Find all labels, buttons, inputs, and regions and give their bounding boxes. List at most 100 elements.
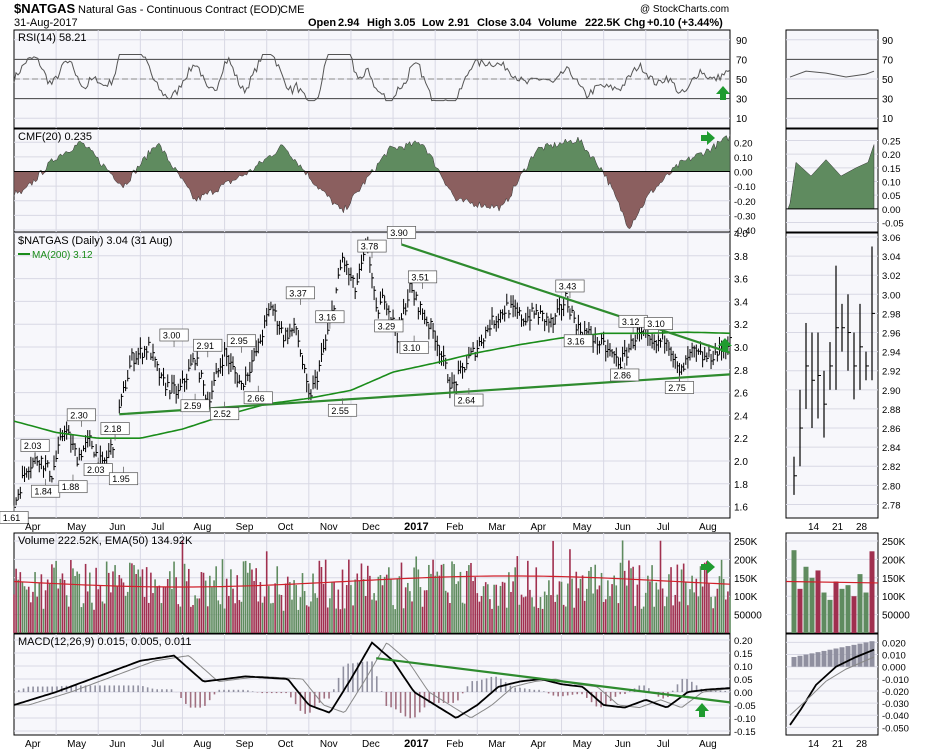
- volume-bar: [72, 568, 74, 633]
- price-tick-label: 2.4: [734, 411, 748, 422]
- macd-histogram-bar: [514, 687, 516, 692]
- volume-tick-label: 250K: [734, 537, 758, 548]
- low-value: 2.91: [448, 17, 469, 29]
- annotation-box: [58, 480, 88, 494]
- volume-bar: [402, 608, 405, 633]
- volume-bar: [632, 566, 634, 633]
- zoom-rsi-tick-label: 10: [882, 114, 894, 125]
- price-x-label: May: [573, 522, 592, 533]
- volume-bar: [518, 604, 521, 633]
- volume-bar: [59, 578, 62, 633]
- volume-value: 222.5K: [585, 17, 621, 29]
- volume-bar: [575, 571, 578, 633]
- volume-bar: [44, 590, 47, 633]
- close-value: 3.04: [510, 17, 532, 29]
- volume-bar: [291, 599, 293, 633]
- annotation-box: [243, 391, 273, 405]
- macd-histogram-bar: [423, 692, 426, 708]
- volume-bar: [451, 561, 453, 633]
- macd-histogram-bar: [457, 692, 459, 701]
- macd-x-label: Jun: [109, 739, 125, 750]
- volume-bar: [150, 572, 152, 633]
- annotation-box: [643, 317, 673, 330]
- volume-bar: [196, 598, 199, 633]
- macd-histogram-bar: [27, 686, 30, 692]
- volume-bar: [297, 609, 300, 633]
- zoom-panel-macd: [785, 633, 879, 736]
- volume-bar: [398, 576, 401, 633]
- volume-bar: [680, 569, 683, 633]
- volume-bar: [86, 591, 89, 633]
- macd-histogram-bar: [643, 685, 645, 692]
- zoom-price-tick-label: 2.82: [882, 462, 901, 473]
- volume-bar: [97, 589, 100, 633]
- macd-histogram-bar: [70, 685, 73, 692]
- price-annotation: 2.18: [104, 424, 122, 434]
- volume-bar: [385, 574, 388, 633]
- volume-bar: [42, 608, 45, 633]
- volume-bar: [169, 571, 171, 633]
- zoom-macd-histogram: [809, 653, 815, 667]
- volume-bar: [133, 565, 135, 633]
- macd-x-label: 2017: [404, 738, 428, 750]
- annotation-box: [664, 381, 695, 394]
- volume-bar: [364, 596, 367, 633]
- chg-value: +0.10 (+3.44%): [647, 17, 723, 29]
- zoom-volume-bar: [857, 574, 863, 633]
- volume-label: Volume: [538, 17, 577, 29]
- macd-histogram-bar: [356, 662, 359, 692]
- price-tick-label: 1.6: [734, 503, 748, 514]
- volume-bar: [341, 569, 344, 633]
- macd-histogram-bar: [566, 692, 569, 696]
- macd-histogram-bar: [46, 686, 49, 692]
- price-x-label: Jun: [615, 522, 631, 533]
- macd-histogram-bar: [156, 689, 158, 692]
- volume-bar: [676, 564, 679, 633]
- volume-bar: [562, 604, 565, 633]
- price-tick-label: 3.4: [734, 297, 748, 308]
- volume-bar: [388, 567, 390, 633]
- volume-bar: [322, 583, 325, 633]
- zoom-price-tick-label: 2.86: [882, 424, 901, 435]
- macd-tick-label: -0.15: [734, 727, 756, 738]
- annotation-box: [357, 239, 387, 253]
- volume-bar: [27, 586, 30, 633]
- zoom-macd-signal: [789, 656, 875, 716]
- volume-bar: [718, 576, 721, 633]
- volume-bar: [249, 563, 251, 633]
- volume-bar: [131, 563, 133, 633]
- volume-bar: [550, 595, 552, 633]
- rsi-tick-label: 30: [736, 95, 748, 106]
- volume-bar: [246, 572, 249, 633]
- zoom-vol-tick-label: 50000: [882, 611, 910, 622]
- volume-bar: [259, 581, 262, 633]
- macd-histogram-bar: [600, 692, 602, 708]
- volume-bar: [533, 606, 535, 633]
- macd-histogram-bar: [480, 679, 483, 692]
- zoom-macd-tick-label: 0.020: [882, 638, 906, 649]
- volume-bar: [455, 583, 458, 633]
- volume-bar: [596, 589, 599, 633]
- volume-bar: [442, 563, 445, 633]
- zoom-price-tick-label: 3.06: [882, 233, 901, 244]
- volume-bar: [257, 601, 260, 633]
- macd-histogram-bar: [84, 685, 87, 692]
- volume-bar: [206, 606, 209, 633]
- annotation-box: [399, 341, 429, 354]
- volume-bar: [202, 572, 205, 633]
- macd-histogram-bar: [337, 677, 340, 692]
- macd-x-label: Feb: [446, 739, 464, 750]
- chart-date: 31-Aug-2017: [14, 17, 78, 29]
- macd-histogram-bar: [285, 692, 287, 694]
- volume-bar: [417, 569, 420, 633]
- volume-bar: [82, 603, 85, 633]
- volume-bar: [261, 602, 264, 633]
- volume-bar: [333, 581, 335, 633]
- price-annotation: 3.29: [378, 321, 396, 331]
- price-annotation: 2.59: [184, 401, 202, 411]
- chg-label: Chg: [624, 17, 645, 29]
- macd-histogram-bar: [662, 692, 664, 699]
- volume-bar: [527, 560, 529, 633]
- zoom-x-label: 14: [808, 522, 820, 533]
